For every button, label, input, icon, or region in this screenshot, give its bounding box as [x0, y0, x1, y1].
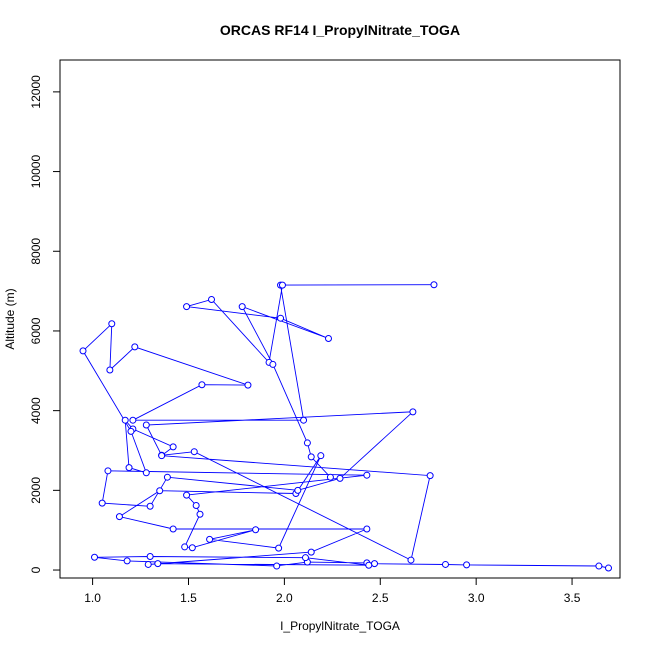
data-point: [317, 452, 325, 460]
data-point: [142, 469, 150, 477]
data-point: [104, 467, 112, 475]
data-point: [115, 513, 123, 521]
data-point: [244, 381, 252, 389]
data-point: [146, 502, 154, 510]
data-point: [604, 564, 612, 572]
data-point: [275, 544, 283, 552]
x-tick-label: 2.5: [372, 591, 389, 605]
y-tick-label: 12000: [29, 75, 43, 109]
y-tick-label: 10000: [29, 155, 43, 189]
data-point: [301, 554, 309, 562]
chart-title: ORCAS RF14 I_PropylNitrate_TOGA: [220, 22, 460, 38]
data-point: [326, 473, 334, 481]
data-point: [426, 472, 434, 480]
x-tick-label: 1.0: [84, 591, 101, 605]
data-point: [407, 556, 415, 564]
data-point: [158, 452, 166, 460]
y-axis: 0 2000 4000 6000 8000 10000 12000: [29, 75, 61, 573]
y-tick-label: 6000: [29, 317, 43, 344]
x-tick-label: 3.0: [468, 591, 485, 605]
data-point: [142, 421, 150, 429]
data-point: [121, 416, 129, 424]
data-point: [188, 544, 196, 552]
data-point: [269, 360, 277, 368]
data-point: [273, 562, 281, 570]
data-point: [198, 381, 206, 389]
data-point: [79, 347, 87, 355]
data-point: [324, 335, 332, 343]
data-point: [307, 453, 315, 461]
data-point: [129, 416, 137, 424]
data-point: [98, 499, 106, 507]
data-point: [278, 281, 286, 289]
data-point: [144, 560, 152, 568]
data-point: [156, 487, 164, 495]
data-point: [595, 562, 603, 570]
data-point: [365, 561, 373, 569]
data-point: [146, 552, 154, 560]
x-tick-label: 1.5: [180, 591, 197, 605]
data-point: [183, 491, 191, 499]
data-point: [181, 543, 189, 551]
data-point: [336, 474, 344, 482]
y-tick-label: 0: [29, 566, 43, 573]
x-axis-label: I_PropylNitrate_TOGA: [280, 619, 400, 633]
data-point: [463, 561, 471, 569]
data-point: [192, 501, 200, 509]
y-tick-label: 2000: [29, 477, 43, 504]
x-axis: 1.0 1.5 2.0 2.5 3.0 3.5: [84, 577, 581, 605]
x-tick-label: 2.0: [276, 591, 293, 605]
data-point: [252, 526, 260, 534]
data-point: [169, 525, 177, 533]
data-point: [441, 560, 449, 568]
data-point: [208, 295, 216, 303]
data-point: [169, 443, 177, 451]
data-point: [127, 427, 135, 435]
data-point: [238, 303, 246, 311]
y-tick-label: 8000: [29, 238, 43, 265]
data-point: [91, 553, 99, 561]
data-point: [154, 560, 162, 568]
series-line: [82, 284, 609, 569]
x-tick-label: 3.5: [564, 591, 581, 605]
data-point: [303, 439, 311, 447]
data-point: [163, 473, 171, 481]
data-point: [123, 557, 131, 565]
data-point: [183, 303, 191, 311]
data-point: [363, 471, 371, 479]
data-point: [196, 510, 204, 518]
data-point: [206, 535, 214, 543]
data-point: [294, 486, 302, 494]
y-tick-label: 4000: [29, 397, 43, 424]
data-point: [125, 464, 133, 472]
data-point: [106, 366, 114, 374]
data-point: [371, 560, 379, 568]
data-point: [277, 314, 285, 322]
y-axis-label: Altitude (m): [3, 288, 17, 349]
data-point: [300, 416, 308, 424]
data-point: [430, 281, 438, 289]
data-point: [409, 408, 417, 416]
data-point: [131, 343, 139, 351]
data-point: [307, 548, 315, 556]
data-point: [108, 320, 116, 328]
data-point: [363, 525, 371, 533]
series-group: [79, 281, 612, 572]
data-point: [190, 448, 198, 456]
